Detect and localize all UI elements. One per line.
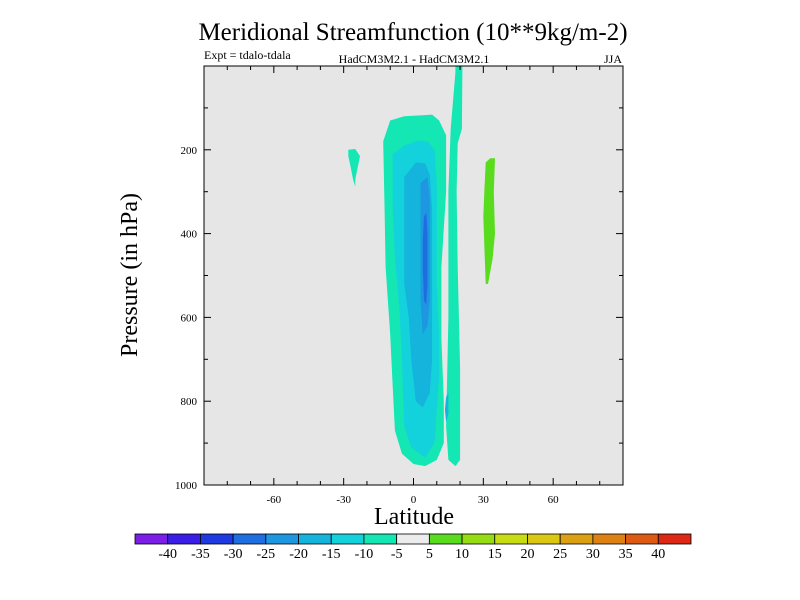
chart-subtitle-center: HadCM3M2.1 - HadCM3M2.1 [339,52,490,66]
x-tick-label: -30 [336,494,351,506]
x-tick-label: 0 [411,494,417,506]
colorbar-label: -20 [289,547,308,562]
colorbar-label: 15 [488,547,502,562]
contour-region-0 [446,66,463,467]
colorbar-swatch [625,533,659,545]
colorbar-swatch [265,533,299,545]
colorbar-label: 40 [651,547,665,562]
colorbar-swatch [167,533,201,545]
colorbar-swatch [330,533,365,545]
colorbar-swatch [494,533,528,545]
colorbar-swatch [298,533,332,545]
colorbar-swatch [134,533,169,545]
y-tick-label: 600 [181,312,198,324]
y-tick-label: 1000 [175,480,198,492]
chart-subtitle-right: JJA [604,52,622,66]
x-tick-label: 60 [548,494,560,506]
contour-region-7 [444,392,449,423]
y-tick-label: 800 [181,396,198,408]
colorbar-label: 30 [586,547,600,562]
colorbar-swatch [428,533,463,545]
y-tick-label: 200 [181,145,198,157]
colorbar-label: -40 [158,547,177,562]
colorbar-label: -5 [391,547,403,562]
colorbar-label: 25 [553,547,567,562]
plot-area: -60 -30 0 30 60 200 400 600 800 1000 [175,65,624,506]
contour-region-2 [348,149,360,187]
colorbar-swatch [363,533,398,545]
colorbar-label: 20 [520,547,534,562]
x-tick-label: -60 [266,494,281,506]
axis-ticks: -60 -30 0 30 60 200 400 600 800 1000 [175,66,623,506]
colorbar: -40 -35 -30 -25 -20 -15 -10 -5 5 10 15 20 25 30 35 40 [134,533,692,562]
contour-regions [348,66,495,467]
contour-region-6 [422,212,428,305]
colorbar-label: 5 [426,547,433,562]
chart-subtitle-left: Expt = tdalo-tdala [204,48,291,62]
colorbar-label: 35 [619,547,633,562]
colorbar-swatch [200,533,234,545]
colorbar-swatch [461,533,496,545]
y-tick-label: 400 [181,229,198,241]
colorbar-swatch [559,533,594,545]
colorbar-swatch [592,533,626,545]
x-tick-label: 30 [478,494,490,506]
colorbar-label: 10 [455,547,469,562]
colorbar-label: -30 [224,547,243,562]
chart-title: Meridional Streamfunction (10**9kg/m-2) [198,19,627,46]
colorbar-swatch [396,533,430,545]
colorbar-label: -10 [355,547,374,562]
y-axis-label: Pressure (in hPa) [117,193,143,357]
colorbar-label: -25 [256,547,275,562]
colorbar-label: -35 [191,547,210,562]
colorbar-swatch [527,533,561,545]
colorbar-swatch [657,533,692,545]
x-axis-label: Latitude [374,504,454,530]
colorbar-swatch [232,533,267,545]
colorbar-label: -15 [322,547,341,562]
contour-region-8 [483,158,495,284]
